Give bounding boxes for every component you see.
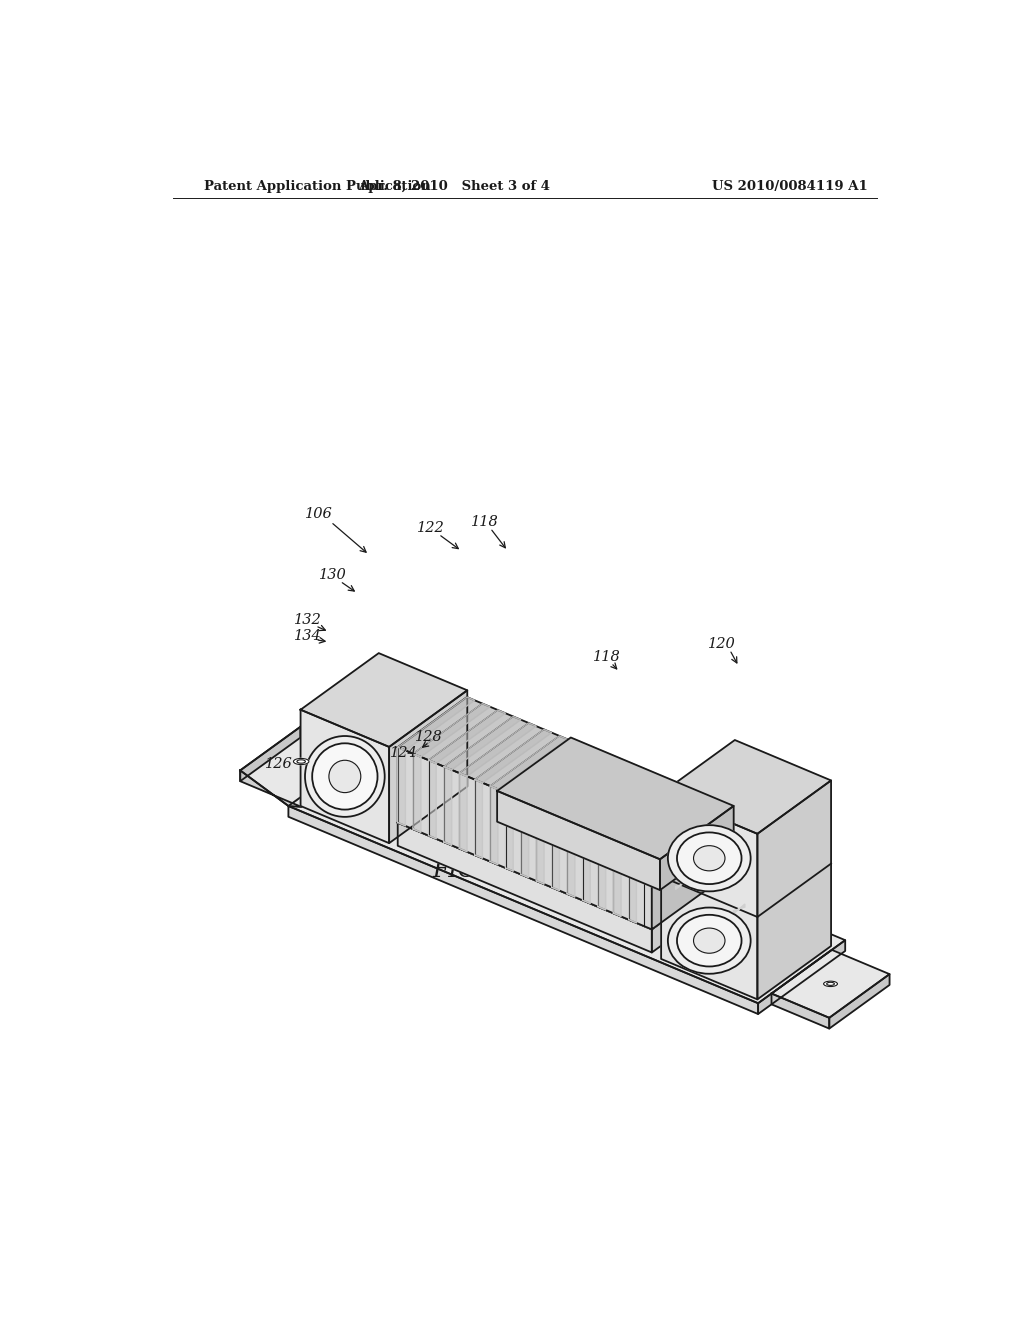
- Polygon shape: [497, 791, 660, 890]
- Polygon shape: [397, 772, 721, 929]
- Ellipse shape: [329, 760, 360, 792]
- Polygon shape: [389, 690, 467, 843]
- Text: US 2010/0084119 A1: US 2010/0084119 A1: [712, 181, 867, 194]
- Text: 106: 106: [305, 507, 333, 521]
- Polygon shape: [413, 704, 490, 756]
- Polygon shape: [444, 717, 521, 770]
- Polygon shape: [289, 807, 758, 1014]
- Polygon shape: [552, 812, 559, 891]
- Ellipse shape: [677, 833, 741, 884]
- Ellipse shape: [693, 928, 725, 953]
- Polygon shape: [613, 838, 621, 916]
- Polygon shape: [241, 727, 300, 781]
- Polygon shape: [567, 818, 574, 898]
- Ellipse shape: [823, 981, 838, 986]
- Polygon shape: [241, 771, 302, 807]
- Polygon shape: [537, 755, 613, 809]
- Polygon shape: [583, 775, 659, 828]
- Polygon shape: [397, 697, 721, 854]
- Text: 130: 130: [319, 568, 347, 582]
- Polygon shape: [829, 974, 890, 1028]
- Ellipse shape: [693, 846, 725, 871]
- Polygon shape: [662, 741, 831, 834]
- Text: 134: 134: [294, 628, 322, 643]
- Polygon shape: [567, 768, 644, 821]
- Ellipse shape: [677, 915, 741, 966]
- Text: 126: 126: [264, 756, 292, 771]
- Polygon shape: [241, 727, 362, 807]
- Ellipse shape: [294, 759, 309, 764]
- Text: Apr. 8, 2010   Sheet 3 of 4: Apr. 8, 2010 Sheet 3 of 4: [358, 181, 550, 194]
- Polygon shape: [301, 710, 389, 843]
- Polygon shape: [490, 735, 567, 789]
- Polygon shape: [598, 781, 675, 834]
- Polygon shape: [662, 793, 758, 999]
- Ellipse shape: [668, 825, 751, 891]
- Text: 124: 124: [390, 746, 418, 760]
- Polygon shape: [758, 940, 845, 1014]
- Polygon shape: [652, 804, 721, 929]
- Polygon shape: [629, 845, 637, 923]
- Text: FIG.3: FIG.3: [432, 859, 499, 882]
- Text: Patent Application Publication: Patent Application Publication: [204, 181, 430, 194]
- Polygon shape: [660, 807, 733, 890]
- Ellipse shape: [305, 737, 385, 817]
- Polygon shape: [521, 748, 598, 803]
- Text: 118: 118: [593, 651, 621, 664]
- Ellipse shape: [312, 743, 378, 809]
- Polygon shape: [583, 825, 590, 903]
- Polygon shape: [652, 879, 721, 953]
- Polygon shape: [397, 697, 475, 751]
- Polygon shape: [460, 723, 537, 776]
- Polygon shape: [413, 754, 421, 833]
- Polygon shape: [428, 710, 506, 763]
- Polygon shape: [506, 792, 513, 871]
- Polygon shape: [629, 795, 706, 847]
- Polygon shape: [475, 780, 482, 858]
- Polygon shape: [397, 822, 652, 953]
- Polygon shape: [300, 727, 362, 763]
- Polygon shape: [444, 767, 452, 845]
- Polygon shape: [301, 653, 467, 747]
- Text: 120: 120: [708, 636, 736, 651]
- Polygon shape: [289, 743, 845, 1003]
- Polygon shape: [428, 760, 436, 838]
- Text: 132: 132: [294, 614, 322, 627]
- Polygon shape: [521, 799, 528, 878]
- Polygon shape: [397, 747, 652, 929]
- Polygon shape: [758, 780, 831, 999]
- Polygon shape: [537, 805, 544, 884]
- Polygon shape: [676, 879, 687, 890]
- Polygon shape: [397, 747, 406, 826]
- Polygon shape: [460, 774, 467, 851]
- Text: 118: 118: [471, 515, 499, 529]
- Polygon shape: [613, 788, 690, 841]
- Text: 122: 122: [417, 521, 444, 535]
- Polygon shape: [552, 762, 629, 816]
- Polygon shape: [771, 950, 890, 1018]
- Text: 128: 128: [416, 730, 443, 744]
- Polygon shape: [497, 738, 733, 859]
- Ellipse shape: [668, 908, 751, 974]
- Polygon shape: [475, 730, 552, 783]
- Polygon shape: [490, 785, 498, 865]
- Polygon shape: [506, 742, 583, 796]
- Polygon shape: [771, 994, 829, 1028]
- Polygon shape: [598, 832, 605, 909]
- Polygon shape: [733, 904, 744, 913]
